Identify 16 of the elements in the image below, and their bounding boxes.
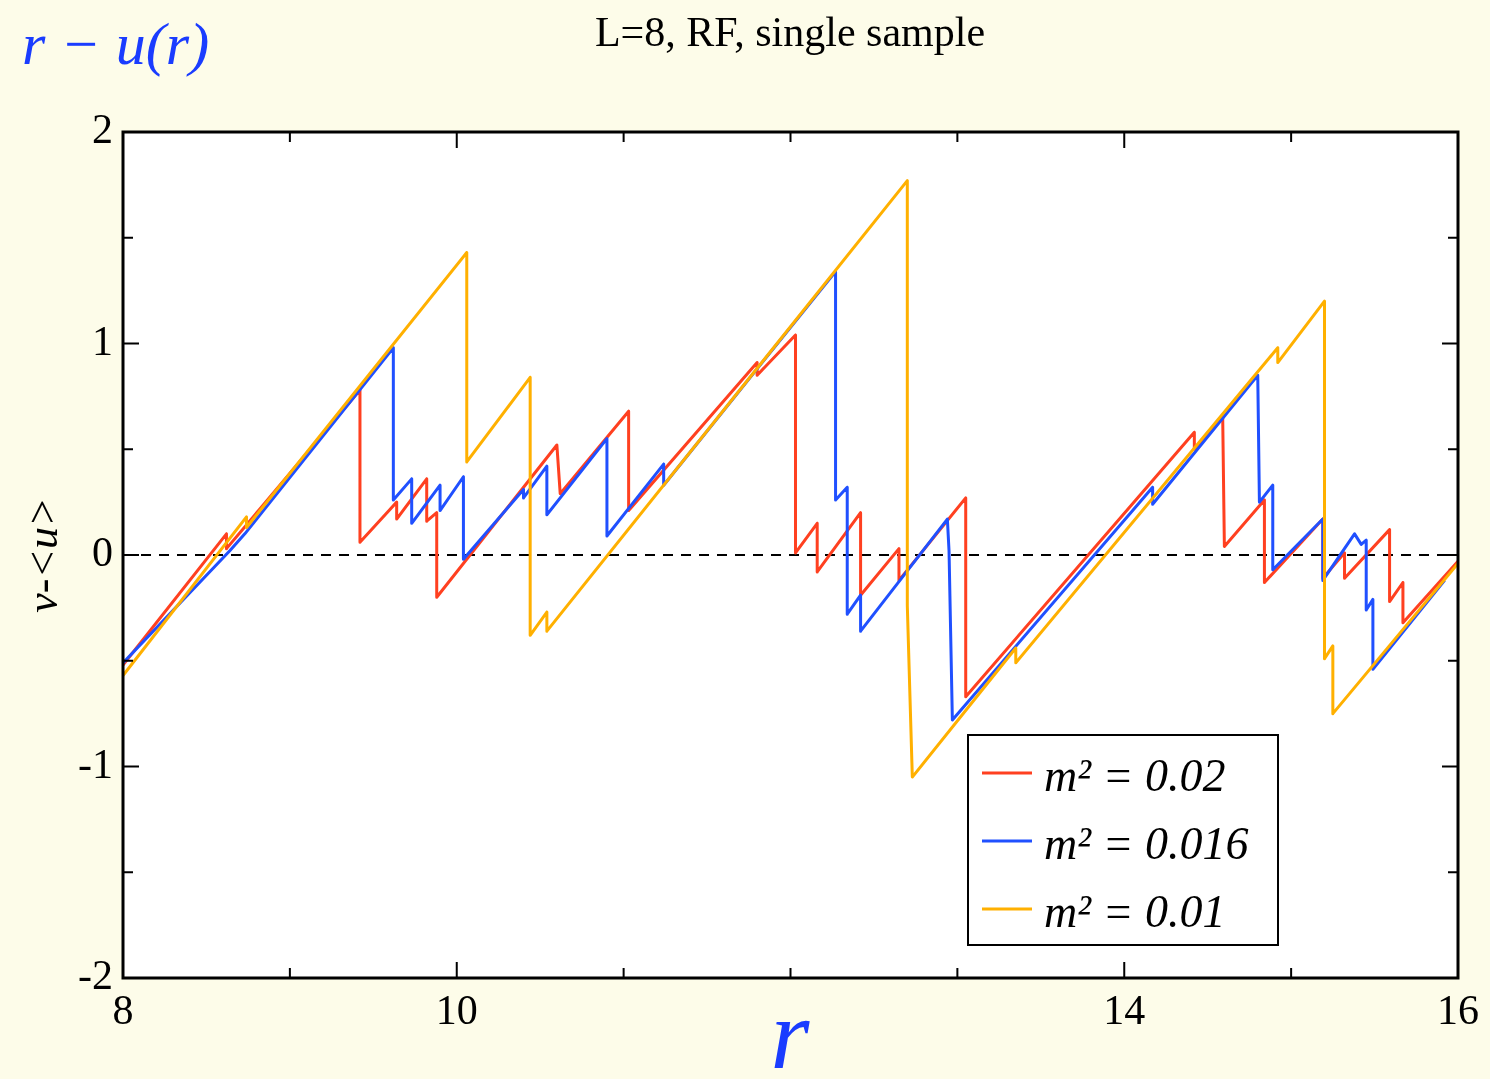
legend-label: m² = 0.01 bbox=[1044, 886, 1226, 937]
y-tick-label: -1 bbox=[78, 740, 113, 787]
y-tick-label: -2 bbox=[78, 952, 113, 999]
y-axis-title: v-<u> bbox=[16, 497, 68, 613]
legend-label: m² = 0.016 bbox=[1044, 818, 1249, 869]
x-tick-label: 14 bbox=[1103, 987, 1146, 1034]
x-tick-label: 8 bbox=[112, 987, 134, 1034]
text: r − u(r) bbox=[22, 10, 210, 79]
y-tick-label: 0 bbox=[92, 529, 113, 576]
legend-label: m² = 0.02 bbox=[1044, 750, 1226, 801]
chart-title: L=8, RF, single sample bbox=[593, 8, 987, 56]
y-tick-label: 2 bbox=[92, 106, 113, 153]
x-tick-label: 16 bbox=[1437, 987, 1479, 1034]
x-tick-label: 10 bbox=[435, 987, 478, 1034]
x-axis-title: r bbox=[770, 979, 810, 1079]
y-tick-label: 1 bbox=[92, 317, 113, 364]
